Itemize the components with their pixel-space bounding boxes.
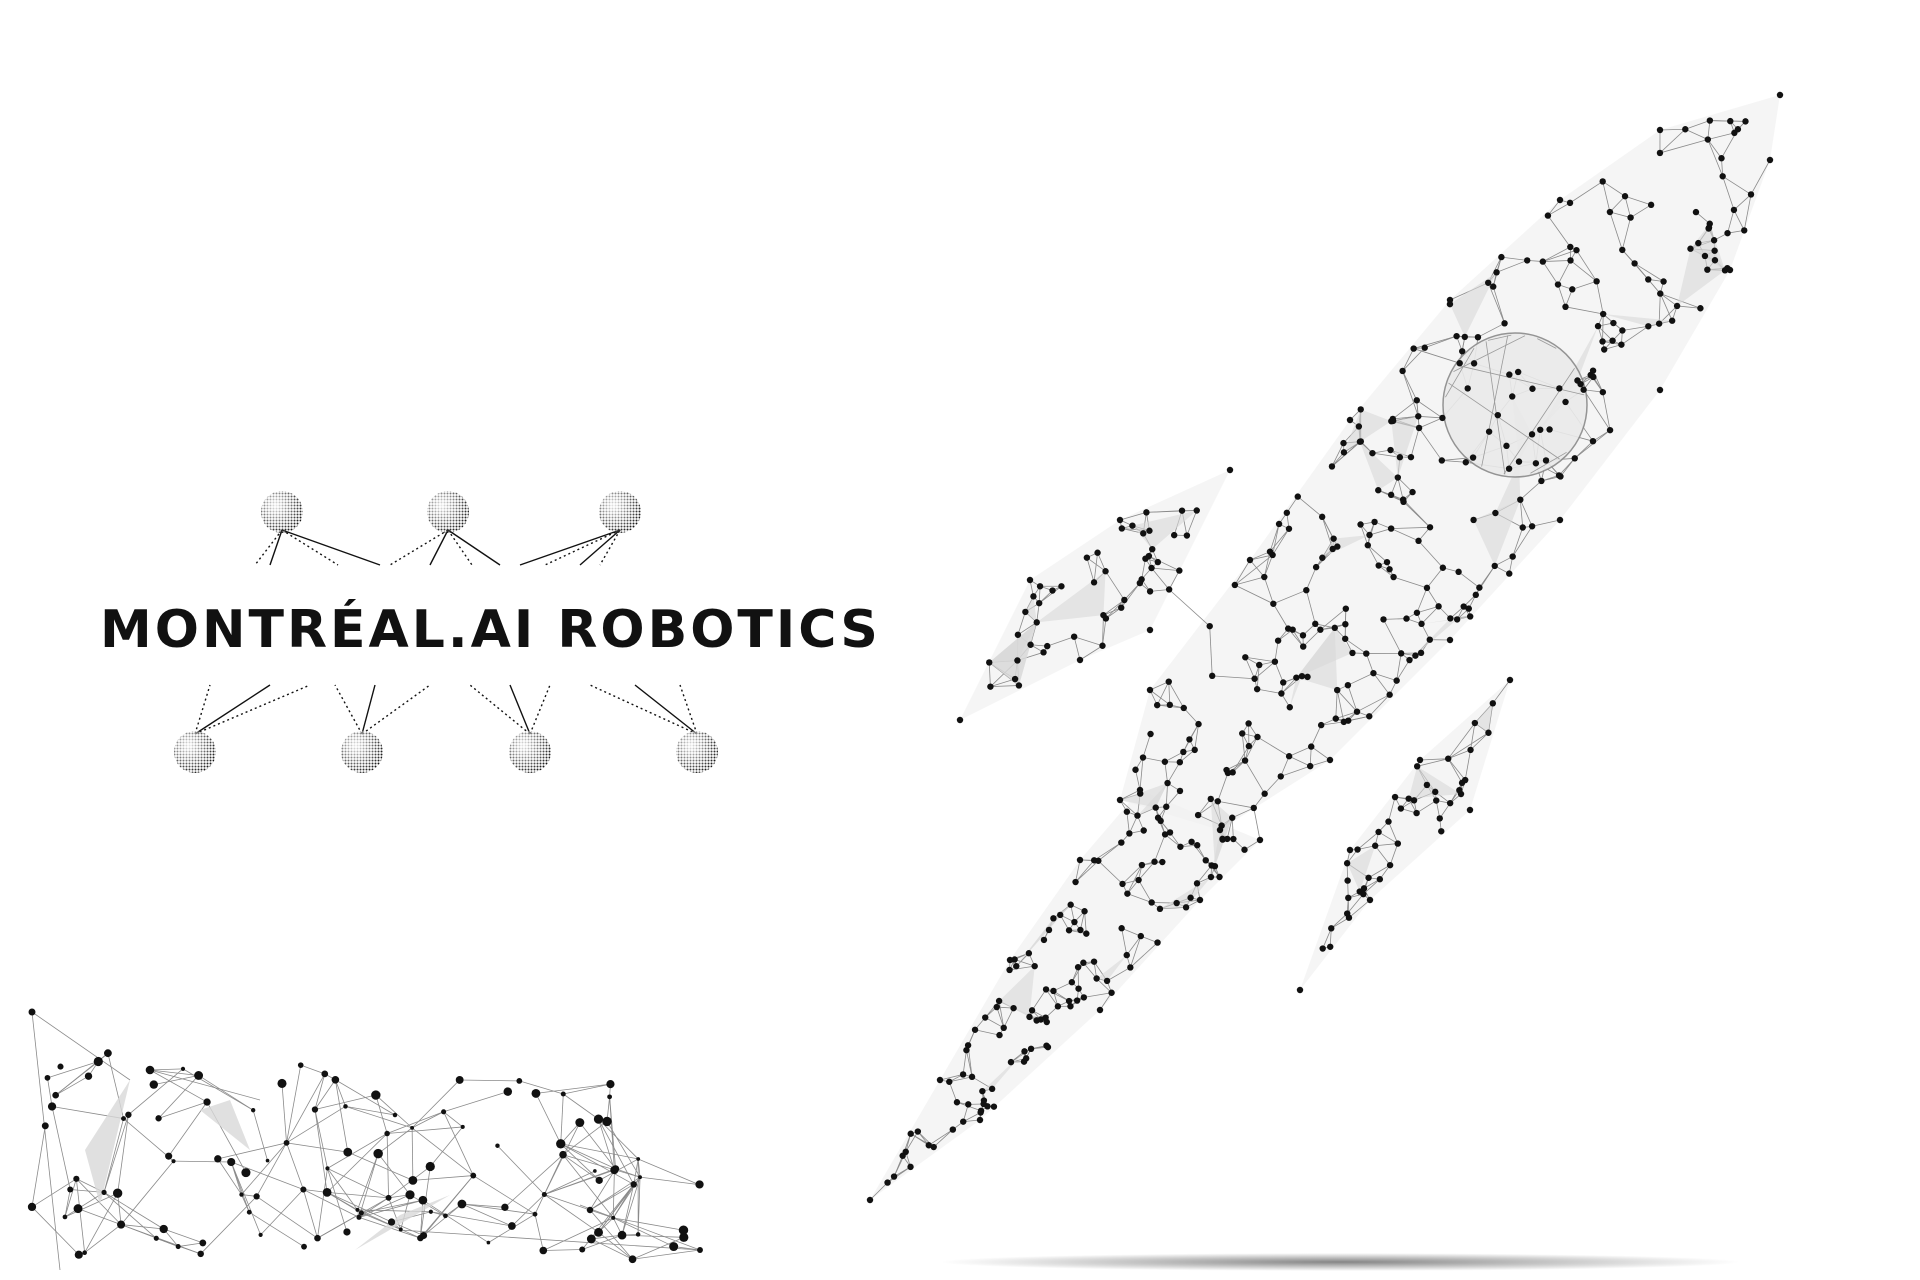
sphere-node <box>599 491 641 533</box>
rocket-window <box>1442 332 1588 478</box>
logo-network-graphic <box>174 491 718 773</box>
logo: MONTRÉAL.AI ROBOTICS <box>80 480 881 780</box>
sphere-node <box>509 731 551 773</box>
sphere-node <box>341 731 383 773</box>
debris-particles <box>27 1008 704 1264</box>
sphere-node <box>261 491 303 533</box>
sphere-node <box>427 491 469 533</box>
debris-lines <box>31 1011 701 1271</box>
logo-spheres <box>174 491 718 773</box>
brand-title: MONTRÉAL.AI ROBOTICS <box>100 600 881 660</box>
sphere-node <box>174 731 216 773</box>
debris-shards <box>85 1080 450 1250</box>
sphere-node <box>676 731 718 773</box>
logo-connector-lines <box>194 529 698 735</box>
rocket-mesh-nodes <box>866 91 1784 1204</box>
